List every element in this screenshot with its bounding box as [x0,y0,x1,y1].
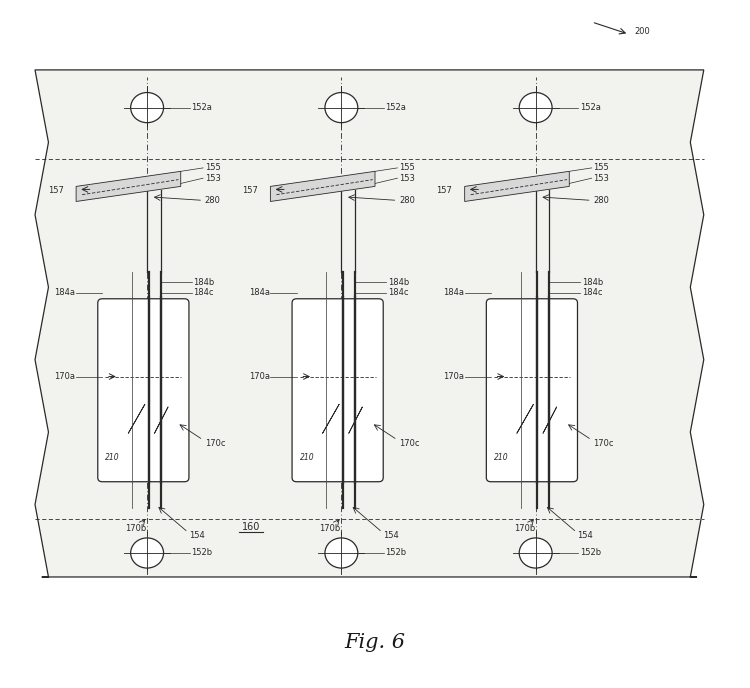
Circle shape [519,538,552,568]
Text: 152b: 152b [386,548,406,557]
Polygon shape [76,171,181,202]
Text: 170b: 170b [125,524,146,533]
FancyBboxPatch shape [292,299,383,482]
Text: 200: 200 [634,27,650,36]
Text: 157: 157 [242,186,258,195]
Circle shape [130,538,164,568]
Text: 152a: 152a [580,103,601,112]
Circle shape [519,92,552,122]
Text: 154: 154 [189,531,205,540]
Text: 170c: 170c [399,439,419,448]
Text: 155: 155 [399,163,415,173]
Text: 184c: 184c [582,288,602,297]
Text: 210: 210 [105,453,120,462]
Text: 170b: 170b [514,524,535,533]
FancyBboxPatch shape [98,299,189,482]
Text: 152a: 152a [386,103,406,112]
Text: 184a: 184a [54,288,75,297]
Text: 170b: 170b [320,524,340,533]
Text: 153: 153 [399,173,415,183]
Text: 184a: 184a [249,288,270,297]
Text: 184a: 184a [443,288,464,297]
Text: 157: 157 [48,186,64,195]
Polygon shape [271,171,375,202]
Text: 170a: 170a [249,372,270,381]
Text: 157: 157 [436,186,452,195]
Text: 155: 155 [593,163,609,173]
Text: 152b: 152b [580,548,601,557]
Text: 184b: 184b [582,278,603,287]
Polygon shape [35,70,703,577]
Text: 170a: 170a [54,372,75,381]
Text: 152a: 152a [191,103,212,112]
Circle shape [130,92,164,122]
Circle shape [325,92,358,122]
Text: 280: 280 [593,196,609,205]
Circle shape [325,538,358,568]
Text: 280: 280 [205,196,220,205]
Text: 210: 210 [299,453,314,462]
Text: 184b: 184b [388,278,409,287]
Text: 170a: 170a [443,372,464,381]
Polygon shape [465,171,569,202]
Text: 154: 154 [578,531,593,540]
Text: 153: 153 [205,173,220,183]
Text: Fig. 6: Fig. 6 [344,632,406,652]
Text: 170c: 170c [593,439,613,448]
Text: 184c: 184c [194,288,214,297]
Text: 184c: 184c [388,288,408,297]
Text: 160: 160 [242,522,260,532]
Text: 280: 280 [399,196,415,205]
Text: 153: 153 [593,173,609,183]
Text: 152b: 152b [191,548,212,557]
Text: 210: 210 [494,453,508,462]
Text: 155: 155 [205,163,220,173]
Text: 154: 154 [383,531,399,540]
Text: 184b: 184b [194,278,214,287]
Text: 170c: 170c [205,439,225,448]
FancyBboxPatch shape [486,299,578,482]
